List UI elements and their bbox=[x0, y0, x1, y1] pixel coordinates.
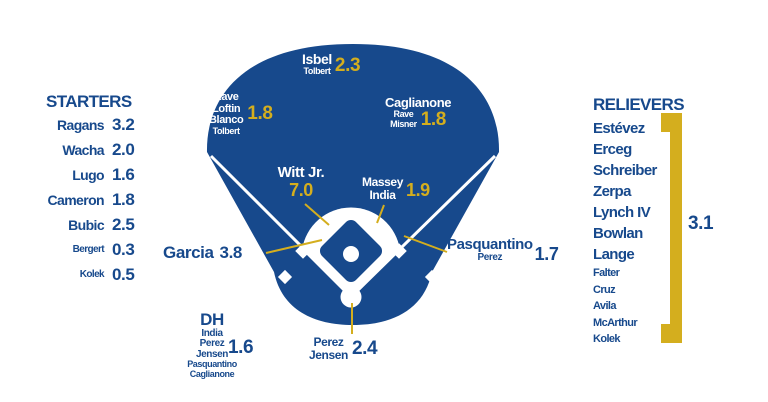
reliever-name: Cruz bbox=[593, 283, 616, 296]
player-backup: Loftin bbox=[212, 102, 241, 115]
first-base bbox=[391, 243, 407, 259]
starter-war: 1.6 bbox=[112, 164, 135, 184]
war-value: 2.4 bbox=[351, 337, 378, 359]
relievers-list: Estévez Erceg Schreiber Zerpa Lynch IV B… bbox=[593, 118, 668, 348]
reliever-name: Lynch IV bbox=[593, 204, 651, 221]
starter-name: Cameron bbox=[47, 191, 105, 208]
position-block-ss: Witt Jr. 7.0 bbox=[268, 165, 334, 200]
home-plate-circle bbox=[340, 286, 362, 308]
pointer-lines bbox=[265, 203, 448, 334]
war-value: 1.9 bbox=[405, 180, 430, 201]
starters-panel: STARTERS Ragans 3.2 Wacha 2.0 Lugo 1.6 C… bbox=[38, 92, 170, 287]
position-block-cf: Isbel Tolbert 2.3 bbox=[302, 51, 361, 76]
reliever-name: Estévez bbox=[593, 120, 645, 137]
position-block-lf: Rave Loftin Blanco Tolbert 1.8 bbox=[209, 91, 273, 136]
starter-name: Kolek bbox=[79, 269, 105, 280]
position-block-1b: Pasquantino Perez 1.7 bbox=[447, 236, 559, 264]
starter-row: Wacha 2.0 bbox=[38, 137, 170, 162]
player-primary: Massey bbox=[362, 175, 403, 189]
third-base-pointer-line bbox=[265, 239, 323, 254]
field-outline bbox=[206, 44, 500, 325]
left-edge-notch bbox=[277, 269, 293, 285]
player-primary: Pasquantino bbox=[447, 236, 533, 253]
reliever-name: Falter bbox=[593, 267, 620, 279]
starter-war: 0.5 bbox=[112, 264, 135, 284]
war-value: 1.8 bbox=[247, 103, 273, 125]
third-base bbox=[295, 243, 311, 259]
reliever-name: McArthur bbox=[593, 316, 638, 329]
position-label-dh: DH bbox=[200, 310, 224, 329]
starter-war: 0.3 bbox=[112, 239, 135, 259]
player-primary: Witt Jr. bbox=[277, 164, 325, 181]
relievers-bracket bbox=[670, 113, 682, 343]
first-base-pointer-line bbox=[403, 235, 448, 253]
starter-war: 2.0 bbox=[112, 139, 135, 159]
player-primary: Caglianone bbox=[385, 95, 452, 110]
pitchers-mound bbox=[343, 246, 359, 262]
player-primary: Garcia bbox=[163, 243, 214, 262]
player-backup: Tolbert bbox=[212, 125, 240, 136]
starter-name: Wacha bbox=[62, 141, 104, 158]
position-block-2b: Massey India 1.9 bbox=[362, 176, 430, 201]
starter-name: Lugo bbox=[72, 166, 104, 183]
starter-row: Bergert 0.3 bbox=[38, 237, 170, 262]
war-value: 1.7 bbox=[534, 244, 559, 264]
relievers-panel: RELIEVERS Estévez Erceg Schreiber Zerpa … bbox=[593, 95, 685, 348]
player-backup: Jensen bbox=[195, 348, 229, 360]
starter-name: Ragans bbox=[57, 116, 105, 133]
position-block-rf: Caglianone Rave Misner 1.8 bbox=[385, 96, 451, 130]
starter-war: 3.2 bbox=[112, 114, 135, 134]
war-value: 1.8 bbox=[420, 108, 447, 130]
second-base-pointer-line bbox=[376, 204, 385, 224]
starter-row: Lugo 1.6 bbox=[38, 162, 170, 187]
starter-war: 1.8 bbox=[112, 189, 135, 209]
player-backup: Perez bbox=[199, 338, 225, 350]
starter-row: Cameron 1.8 bbox=[38, 187, 170, 212]
ss-pointer-line bbox=[304, 203, 330, 226]
player-primary: Isbel bbox=[302, 51, 332, 67]
starter-row: Kolek 0.5 bbox=[38, 262, 170, 287]
player-primary: Rave bbox=[213, 91, 239, 103]
player-backup: Jensen bbox=[309, 347, 348, 362]
player-backup: Blanco bbox=[209, 114, 244, 127]
starters-title: STARTERS bbox=[46, 92, 132, 111]
reliever-name: Lange bbox=[593, 246, 635, 263]
position-block-3b: Garcia 3.8 bbox=[163, 244, 242, 262]
starter-name: Bubic bbox=[68, 216, 104, 233]
relievers-total-war: 3.1 bbox=[688, 213, 714, 234]
war-value: 3.8 bbox=[219, 243, 243, 262]
player-backup: Misner bbox=[390, 118, 417, 129]
reliever-name: Kolek bbox=[593, 333, 621, 345]
starter-name: Bergert bbox=[72, 244, 105, 255]
starter-war: 2.5 bbox=[112, 214, 135, 234]
reliever-name: Erceg bbox=[593, 141, 632, 158]
war-value: 1.6 bbox=[228, 337, 254, 358]
right-edge-notch bbox=[424, 269, 440, 285]
reliever-name: Zerpa bbox=[593, 183, 631, 200]
relievers-title: RELIEVERS bbox=[593, 95, 685, 114]
relievers-bracket bbox=[661, 324, 682, 343]
player-backup: Pasquantino bbox=[187, 359, 237, 370]
war-value: 7.0 bbox=[289, 179, 313, 200]
player-primary: Perez bbox=[313, 335, 344, 349]
starter-row: Ragans 3.2 bbox=[38, 112, 170, 137]
reliever-name: Schreiber bbox=[593, 162, 657, 179]
position-block-dh: DH India Perez Jensen Pasquantino Caglia… bbox=[184, 310, 253, 379]
player-backup: India bbox=[369, 187, 396, 202]
reliever-name: Avila bbox=[593, 300, 616, 312]
reliever-name: Bowlan bbox=[593, 225, 643, 242]
player-backup: Perez bbox=[477, 251, 503, 263]
player-backup: Caglianone bbox=[189, 368, 235, 379]
starter-row: Bubic 2.5 bbox=[38, 212, 170, 237]
war-value: 2.3 bbox=[334, 54, 361, 76]
player-backup: India bbox=[201, 327, 223, 339]
player-backup: Tolbert bbox=[303, 65, 331, 76]
position-block-c: Perez Jensen 2.4 bbox=[309, 335, 378, 362]
player-backup: Rave bbox=[393, 109, 414, 120]
